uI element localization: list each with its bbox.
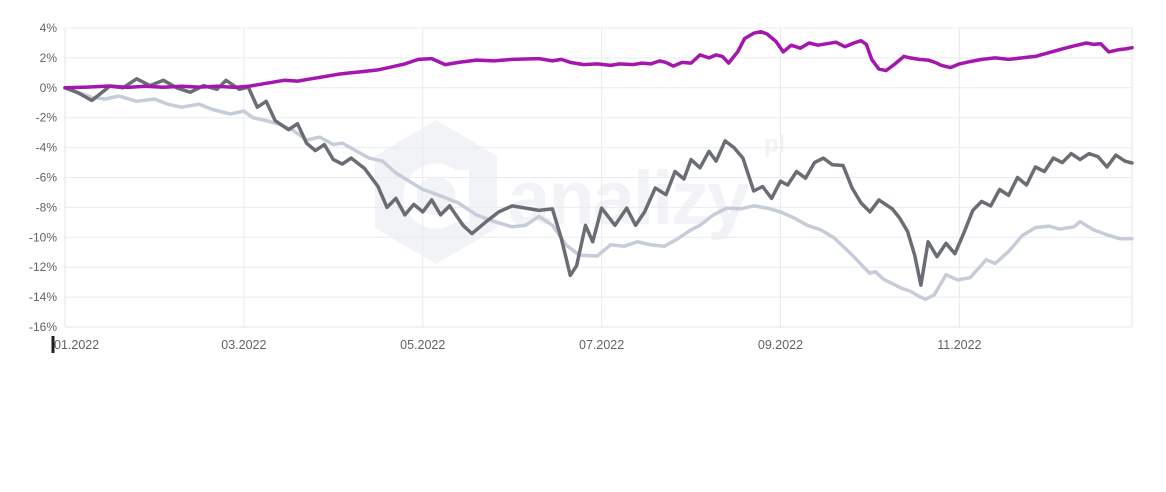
series-line-fundusz bbox=[63, 29, 1134, 90]
legend: +2,68% Fundusz -5,03% TBSP × -10,09% śre… bbox=[0, 362, 1166, 492]
chart-area: analizy pl 4% 2% 0% -2% -4% -6% -8% -10% -12% -14… bbox=[29, 21, 1134, 353]
y-tick-label: -4% bbox=[36, 141, 58, 155]
x-tick-label: 05.2022 bbox=[400, 338, 445, 352]
y-tick-label: 4% bbox=[40, 21, 58, 35]
axis-cursor-tick[interactable] bbox=[51, 336, 55, 353]
watermark: analizy pl bbox=[375, 120, 785, 264]
y-tick-label: -16% bbox=[29, 320, 57, 334]
y-tick-label: -14% bbox=[29, 290, 57, 304]
watermark-text: analizy bbox=[508, 156, 749, 241]
series-line-srednia-grupy bbox=[63, 86, 1134, 302]
y-tick-label: -10% bbox=[29, 230, 57, 244]
x-tick-label: 01.2022 bbox=[54, 338, 99, 352]
y-tick-label: -6% bbox=[36, 171, 58, 185]
line-chart: analizy pl 4% 2% 0% -2% -4% -6% -8% -10% -12% -14… bbox=[29, 21, 1134, 353]
x-tick-label: 09.2022 bbox=[758, 338, 803, 352]
x-tick-label: 07.2022 bbox=[579, 338, 624, 352]
axis-label-layer: 4% 2% 0% -2% -4% -6% -8% -10% -12% -14% -16% 01.202… bbox=[29, 21, 982, 352]
y-tick-label: -12% bbox=[29, 260, 57, 274]
y-tick-label: -8% bbox=[36, 200, 58, 214]
watermark-suffix: pl bbox=[764, 131, 785, 158]
watermark-hexagon-logo bbox=[375, 120, 497, 264]
series-layer bbox=[63, 29, 1134, 302]
x-tick-label: 11.2022 bbox=[937, 338, 981, 352]
y-tick-label: 2% bbox=[40, 51, 58, 65]
x-tick-label: 03.2022 bbox=[221, 338, 266, 352]
y-tick-label: 0% bbox=[40, 81, 58, 95]
grid-layer bbox=[64, 27, 1133, 328]
y-tick-label: -2% bbox=[36, 111, 58, 125]
series-line-tbsp bbox=[63, 77, 1134, 287]
